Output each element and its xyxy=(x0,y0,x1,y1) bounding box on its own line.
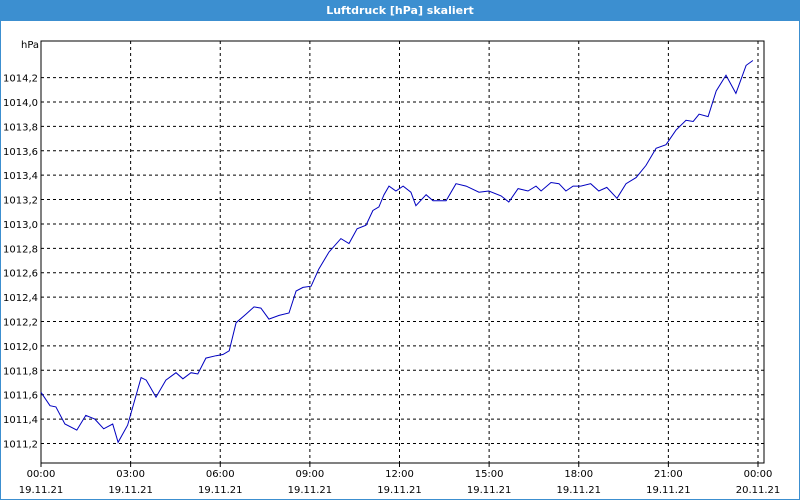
x-tick-label: 21:00 xyxy=(654,469,683,480)
x-tick-date: 19.11.21 xyxy=(288,485,333,496)
y-tick-label: 1011,8 xyxy=(3,366,38,377)
y-tick-label: 1011,2 xyxy=(3,439,38,450)
y-tick-label: 1011,6 xyxy=(3,391,38,402)
x-tick-date: 20.11.21 xyxy=(736,485,781,496)
y-tick-label: 1014,0 xyxy=(3,98,38,109)
y-tick-label: 1013,6 xyxy=(3,147,38,158)
y-axis-label: hPa xyxy=(21,40,39,51)
x-tick-date: 19.11.21 xyxy=(467,485,512,496)
y-tick-label: 1013,4 xyxy=(3,171,38,182)
y-tick-label: 1012,4 xyxy=(3,293,38,304)
y-tick-label: 1013,2 xyxy=(3,196,38,207)
x-tick-label: 15:00 xyxy=(475,469,504,480)
plot-area xyxy=(40,40,765,464)
x-tick-label: 09:00 xyxy=(295,469,324,480)
x-tick-date: 19.11.21 xyxy=(19,485,64,496)
x-tick-date: 19.11.21 xyxy=(108,485,153,496)
x-tick-label: 00:00 xyxy=(744,469,773,480)
x-tick-label: 12:00 xyxy=(385,469,414,480)
y-tick-label: 1012,8 xyxy=(3,244,38,255)
y-tick-label: 1014,2 xyxy=(3,74,38,85)
x-tick-date: 19.11.21 xyxy=(646,485,691,496)
x-tick-date: 19.11.21 xyxy=(556,485,601,496)
y-tick-label: 1011,4 xyxy=(3,415,38,426)
x-tick-label: 06:00 xyxy=(206,469,235,480)
data-line xyxy=(40,60,754,444)
y-tick-label: 1013,0 xyxy=(3,220,38,231)
y-tick-label: 1012,2 xyxy=(3,318,38,329)
y-tick-label: 1012,0 xyxy=(3,342,38,353)
x-tick-label: 03:00 xyxy=(116,469,145,480)
x-tick-date: 19.11.21 xyxy=(377,485,422,496)
chart: hPa 1011,2 1011,4 1011,6 1011,8 1012,0 1012,2 1… xyxy=(3,40,781,496)
x-tick-label: 18:00 xyxy=(564,469,593,480)
y-tick-label: 1012,6 xyxy=(3,269,38,280)
y-tick-label: 1013,8 xyxy=(3,122,38,133)
x-tick-label: 00:00 xyxy=(27,469,56,480)
x-tick-date: 19.11.21 xyxy=(198,485,243,496)
title-bar: Luftdruck [hPa] skaliert xyxy=(1,1,799,21)
